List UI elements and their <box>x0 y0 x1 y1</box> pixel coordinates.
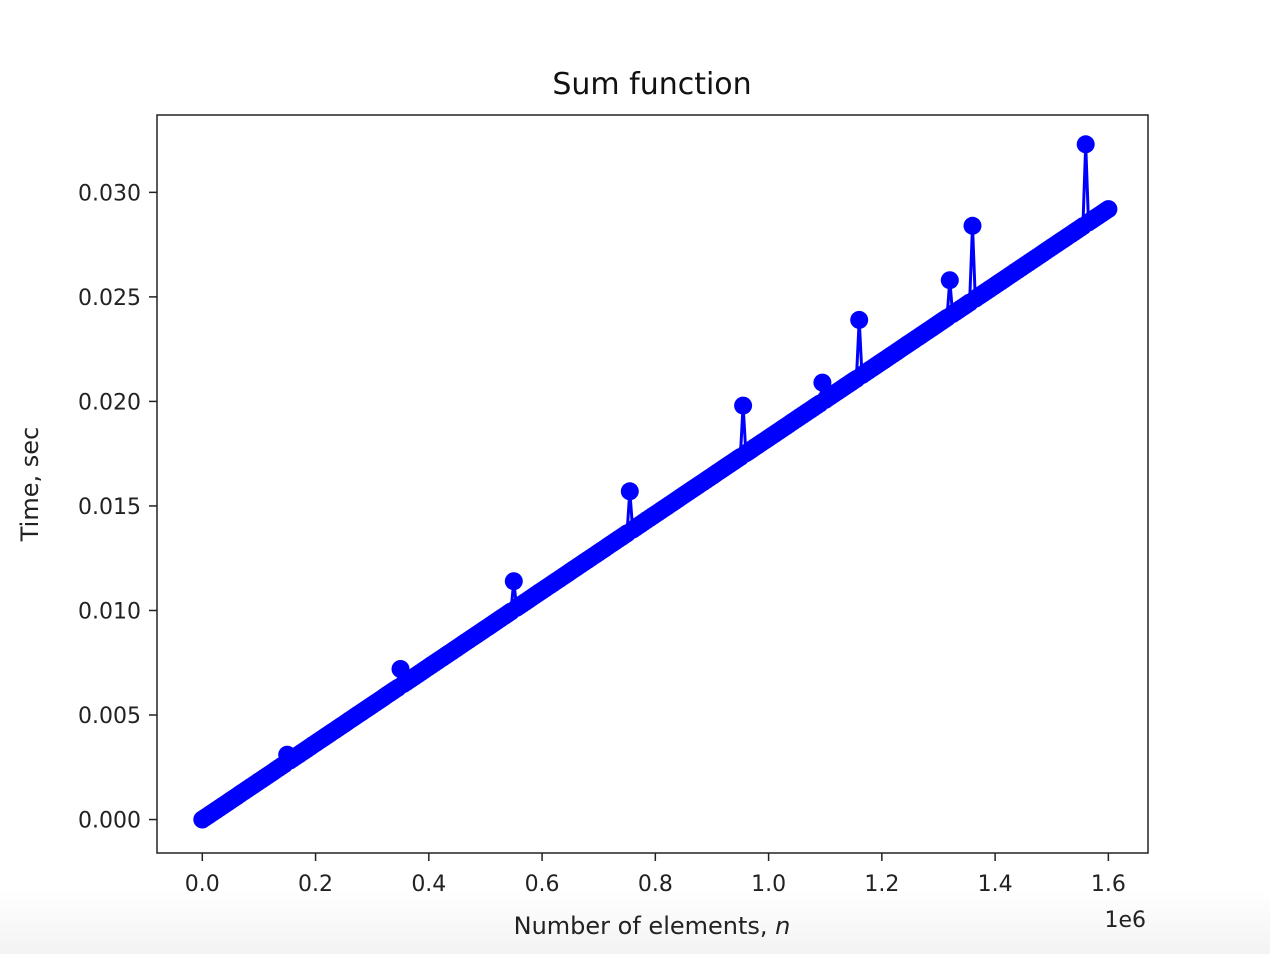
x-tick-label: 0.2 <box>298 872 333 897</box>
data-point <box>850 310 869 329</box>
x-axis-title-variable: n <box>775 912 790 940</box>
data-point <box>1099 200 1118 219</box>
y-tick-label: 0.010 <box>78 599 141 624</box>
x-tick-label: 1.0 <box>751 872 786 897</box>
x-tick-label: 0.0 <box>185 872 220 897</box>
y-axis-title: Time, sec <box>16 427 44 542</box>
data-point <box>1076 135 1095 154</box>
data-point <box>963 216 982 235</box>
x-tick-label: 0.8 <box>638 872 673 897</box>
plot-series <box>193 135 1118 829</box>
data-point <box>813 373 832 392</box>
y-axis: 0.000 0.005 0.010 0.015 0.020 0.025 0.030 <box>78 181 157 834</box>
data-point <box>940 271 959 290</box>
x-tick-label: 0.6 <box>525 872 560 897</box>
x-tick-label: 1.4 <box>978 872 1013 897</box>
plot-frame <box>156 114 1149 854</box>
y-tick-label: 0.025 <box>78 286 141 311</box>
y-tick-label: 0.015 <box>78 495 141 520</box>
y-tick-label: 0.000 <box>78 809 141 834</box>
x-tick-label: 0.4 <box>411 872 446 897</box>
x-axis: 0.0 0.2 0.4 0.6 0.8 1.0 1.2 1.4 1.6 <box>185 853 1126 897</box>
y-tick-label: 0.005 <box>78 704 141 729</box>
x-tick-label: 1.6 <box>1091 872 1126 897</box>
data-point <box>620 482 639 501</box>
x-axis-title-main: Number of elements, <box>514 912 776 940</box>
x-axis-title: Number of elements, n <box>514 912 791 940</box>
y-tick-label: 0.030 <box>78 181 141 206</box>
x-axis-offset-label: 1e6 <box>1104 908 1146 933</box>
data-point <box>504 572 523 591</box>
x-tick-label: 1.2 <box>864 872 899 897</box>
data-point <box>734 396 753 415</box>
chart-title: Sum function <box>552 67 751 102</box>
y-tick-label: 0.020 <box>78 390 141 415</box>
